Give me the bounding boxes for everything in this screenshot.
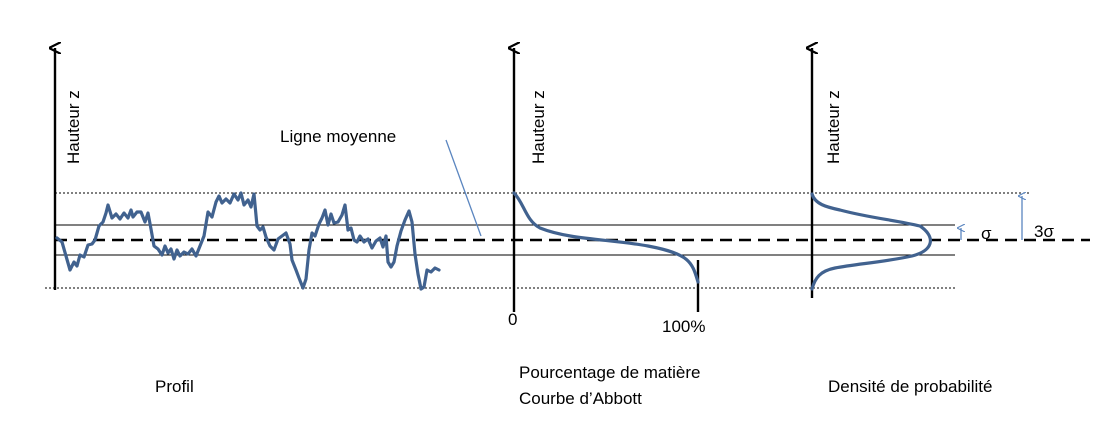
profile-axis-label: Hauteur z bbox=[64, 90, 83, 164]
density-axis-label: Hauteur z bbox=[824, 90, 843, 164]
abbott-tick-zero: 0 bbox=[508, 310, 517, 329]
profile-curve bbox=[55, 191, 441, 291]
profile-caption: Profil bbox=[155, 377, 194, 396]
abbott-curve bbox=[512, 191, 700, 284]
sigma-label: σ bbox=[981, 224, 992, 243]
mean-line-label: Ligne moyenne bbox=[280, 127, 396, 146]
mean-line-pointer bbox=[445, 139, 482, 237]
density-curve bbox=[810, 192, 932, 291]
density-caption: Densité de probabilité bbox=[828, 377, 992, 396]
abbott-caption-line1: Pourcentage de matière bbox=[519, 363, 700, 382]
three-sigma-label: 3σ bbox=[1034, 222, 1054, 241]
abbott-axis-label: Hauteur z bbox=[529, 90, 548, 164]
abbott-caption-line2: Courbe d’Abbott bbox=[519, 389, 642, 408]
abbott-tick-hundred: 100% bbox=[662, 317, 705, 336]
